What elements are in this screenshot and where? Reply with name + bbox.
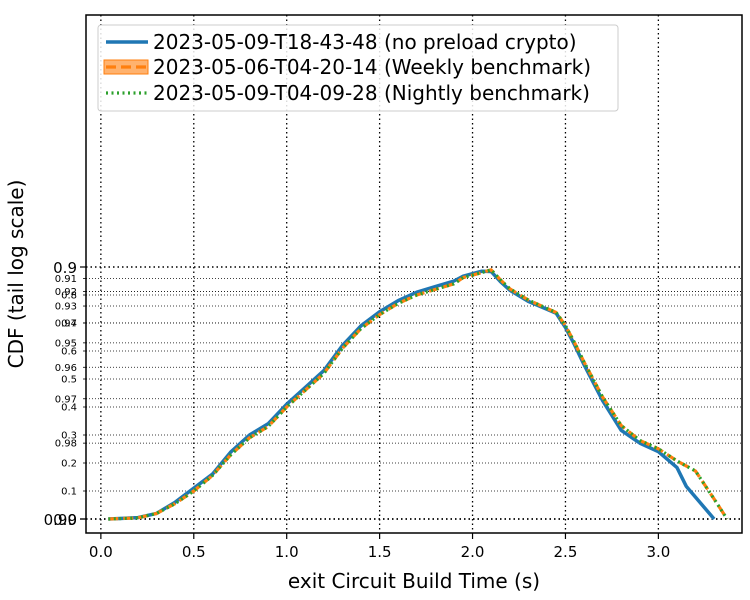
series-layer	[108, 268, 729, 521]
x-tick-label: 0.0	[89, 543, 113, 561]
y-major-tick-label: 0.0	[53, 511, 77, 529]
y-minor-tick-label: 0.7	[61, 319, 77, 330]
y-minor-tick-label: 0.93	[55, 302, 77, 313]
legend-label-2: 2023-05-06-T04-20-14 (Weekly benchmark)	[153, 55, 591, 79]
y-minor-tick-label: 0.96	[55, 363, 77, 374]
y-minor-tick-label: 0.3	[61, 431, 77, 442]
plot-frame	[85, 14, 743, 534]
legend: 2023-05-09-T18-43-48 (no preload crypto)…	[97, 24, 619, 112]
ticks: 0.0 0.5 1.0 1.5 2.0 2.5 3.0 0.0 0.9 0.99 0.1 0.2 0.3…	[44, 259, 671, 561]
y-minor-tick-label: 0.6	[61, 347, 77, 358]
x-tick-label: 1.5	[368, 543, 392, 561]
y-minor-tick-label: 0.98	[55, 439, 77, 450]
y-minor-tick-label: 0.2	[61, 459, 77, 470]
x-tick-label: 1.0	[275, 543, 299, 561]
y-minor-tick-label: 0.1	[61, 487, 77, 498]
y-minor-tick-label: 0.5	[61, 375, 77, 386]
x-tick-label: 2.0	[461, 543, 485, 561]
series-line-3	[108, 268, 729, 521]
y-major-tick-label: 0.99	[44, 511, 77, 529]
y-minor-tick-label: 0.95	[55, 338, 77, 349]
x-tick-label: 3.0	[646, 543, 670, 561]
y-minor-tick-label: 0.4	[61, 403, 77, 414]
y-minor-tick-label: 0.97	[55, 394, 77, 405]
legend-label-1: 2023-05-09-T18-43-48 (no preload crypto)	[153, 30, 577, 54]
y-axis-label: CDF (tail log scale)	[4, 180, 28, 369]
legend-frame	[97, 24, 619, 112]
x-tick-label: 2.5	[554, 543, 578, 561]
y-minor-tick-label: 0.94	[55, 318, 77, 329]
legend-label-3: 2023-05-09-T04-09-28 (Nightly benchmark)	[153, 81, 590, 105]
series-line-1	[108, 269, 716, 521]
y-major-tick-label: 0.9	[53, 259, 77, 277]
x-tick-label: 0.5	[182, 543, 206, 561]
y-minor-tick-label: 0.8	[61, 291, 77, 302]
y-minor-tick-label: 0.92	[55, 287, 77, 298]
x-axis-label: exit Circuit Build Time (s)	[288, 569, 540, 593]
y-minor-tick-label: 0.91	[55, 274, 77, 285]
